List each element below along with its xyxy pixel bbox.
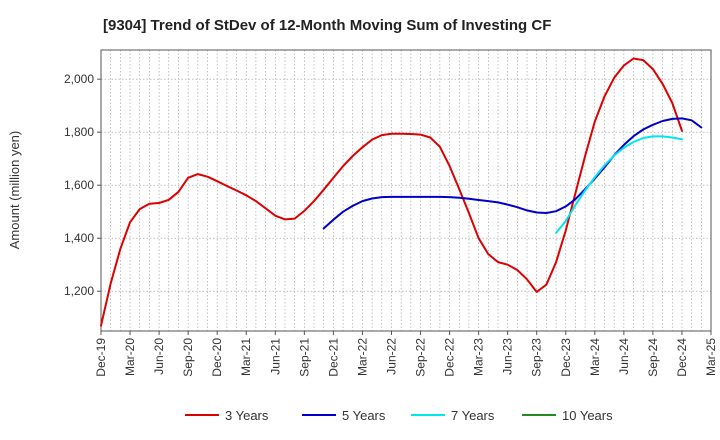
x-tick-label: Dec-20 xyxy=(210,338,224,377)
y-tick-label: 2,000 xyxy=(64,72,94,86)
x-tick-label: Sep-24 xyxy=(646,338,660,377)
x-tick-label: Jun-22 xyxy=(384,338,398,375)
series-lines xyxy=(100,57,703,327)
x-tick-label: Jun-21 xyxy=(268,338,282,375)
x-axis-ticks: Dec-19 Mar-20 Jun-20 Sep-20 Dec-20 Mar-21 Jun-… xyxy=(94,331,718,377)
y-tick-label: 1,200 xyxy=(64,284,94,298)
x-tick-label: Mar-21 xyxy=(239,338,253,376)
x-tick-label: Dec-23 xyxy=(559,338,573,377)
x-tick-label: Jun-20 xyxy=(152,338,166,375)
x-tick-label: Mar-20 xyxy=(123,338,137,376)
x-tick-label: Sep-23 xyxy=(530,338,544,377)
x-tick-label: Sep-21 xyxy=(297,338,311,377)
x-tick-label: Mar-25 xyxy=(704,338,718,376)
legend-label-10-years: 10 Years xyxy=(562,408,613,423)
y-axis-ticks: 1,200 1,400 1,600 1,800 2,000 xyxy=(64,72,101,298)
plot-area xyxy=(100,49,712,332)
x-tick-label: Dec-21 xyxy=(326,338,340,377)
series-line-5-years xyxy=(322,117,703,230)
x-tick-label: Dec-19 xyxy=(94,338,108,377)
x-tick-label: Mar-23 xyxy=(472,338,486,376)
series-line-7-years xyxy=(555,135,683,234)
x-tick-label: Dec-24 xyxy=(675,338,689,377)
legend-label-7-years: 7 Years xyxy=(451,408,495,423)
y-axis-label: Amount (million yen) xyxy=(7,131,22,250)
x-tick-label: Dec-22 xyxy=(443,338,457,377)
x-tick-label: Mar-24 xyxy=(588,338,602,376)
chart-title: [9304] Trend of StDev of 12-Month Moving… xyxy=(103,17,551,34)
legend-label-3-years: 3 Years xyxy=(225,408,269,423)
x-tick-label: Mar-22 xyxy=(355,338,369,376)
legend-label-5-years: 5 Years xyxy=(342,408,386,423)
y-tick-label: 1,400 xyxy=(64,231,94,245)
series-line-3-years xyxy=(100,57,683,327)
grid-lines xyxy=(101,50,711,331)
x-tick-label: Sep-20 xyxy=(181,338,195,377)
y-tick-label: 1,600 xyxy=(64,178,94,192)
x-tick-label: Jun-23 xyxy=(501,338,515,375)
y-tick-label: 1,800 xyxy=(64,125,94,139)
x-tick-label: Jun-24 xyxy=(617,338,631,375)
x-tick-label: Sep-22 xyxy=(414,338,428,377)
legend: 3 Years 5 Years 7 Years 10 Years xyxy=(185,408,613,423)
